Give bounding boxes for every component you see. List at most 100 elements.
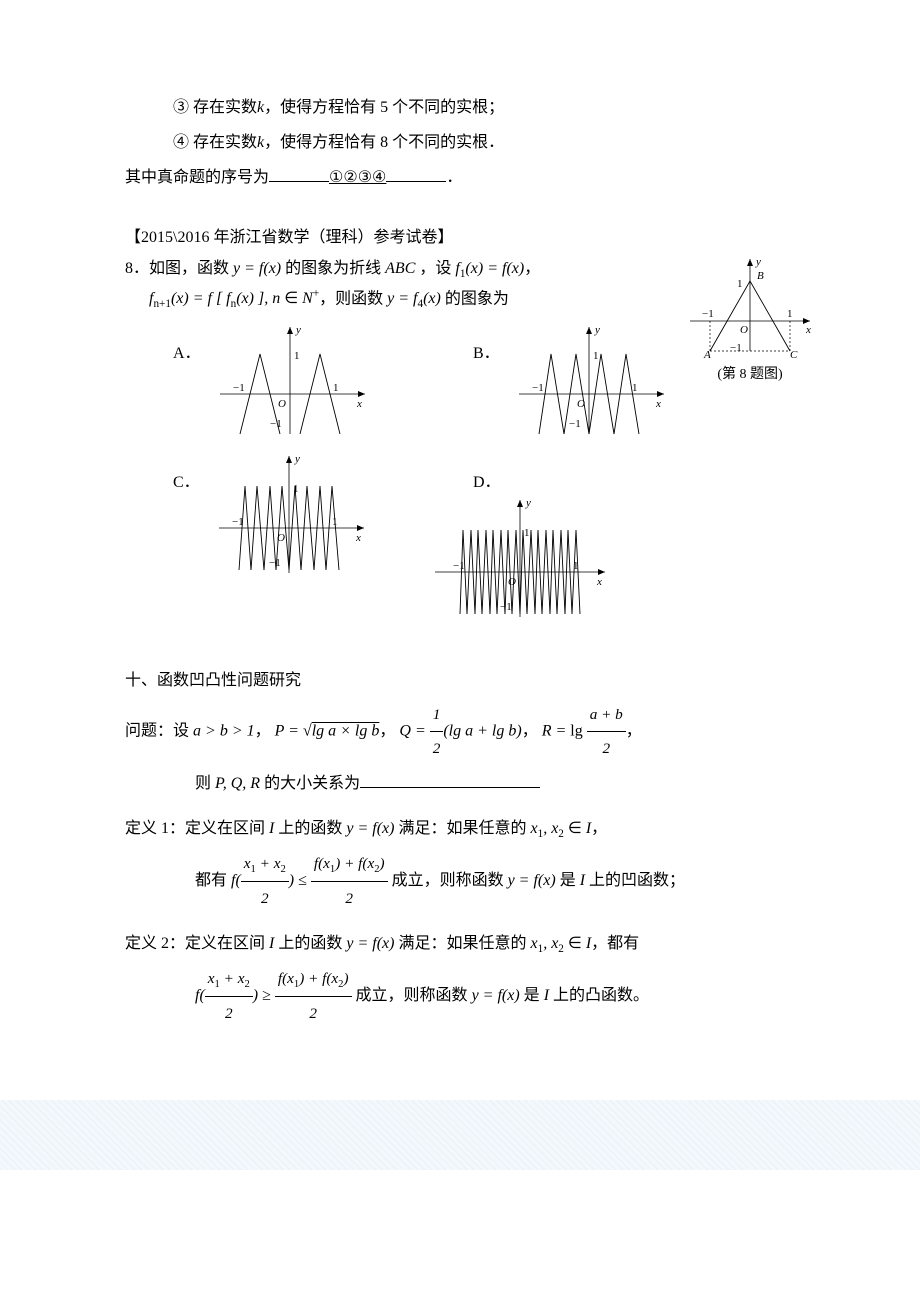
le-sym: ) ≤ (289, 872, 311, 889)
l2-lead: 则 (195, 775, 211, 792)
I2b: I (544, 987, 549, 1004)
def1-line2: 都有 f(x1 + x22) ≤ f(x1) + f(x2)2 成立，则称函数 … (125, 847, 800, 916)
svg-text:1: 1 (573, 560, 579, 572)
graph-B: O −1 1 1 −1 x y (504, 319, 674, 439)
svg-text:−1: −1 (500, 601, 512, 613)
svg-text:−1: −1 (269, 557, 281, 569)
d2-x1x2: x1, x2 ∈ I (530, 935, 591, 952)
option-B: B． O −1 1 1 −1 (425, 319, 685, 444)
svg-text:y: y (295, 324, 301, 336)
d2l2-tail: 是 (520, 987, 540, 1004)
d1-m2: 满足：如果任意的 (398, 820, 526, 837)
Q-body: (lg a + lg b) (443, 723, 521, 740)
c2: ， (379, 723, 395, 740)
q-trail: ， (626, 723, 642, 740)
q8-mid2: ，设 (415, 260, 455, 277)
q-lead: 问题：设 (125, 723, 189, 740)
question-8: 8．如图，函数 y = f(x) 的图象为折线 ABC ，设 f1(x) = f… (125, 255, 800, 627)
svg-text:−1: −1 (233, 382, 245, 394)
svg-text:x: x (356, 398, 362, 410)
answer-value: ①②③④ (329, 169, 386, 186)
svg-text:x: x (655, 398, 661, 410)
q8-abc: ABC (385, 260, 415, 277)
d1-yfx: y = f(x) (346, 820, 394, 837)
svg-text:−1: −1 (453, 560, 465, 572)
d2-yfx: y = f(x) (346, 935, 394, 952)
svg-text:O: O (508, 576, 516, 588)
answer-tail: ． (446, 169, 462, 186)
cond: a > b > 1 (193, 723, 255, 740)
d2-m1: 上的函数 (278, 935, 342, 952)
svg-text:O: O (577, 398, 585, 410)
section-10: 十、函数凹凸性问题研究 问题：设 a > b > 1， P = √lg a × … (125, 663, 800, 1031)
d1l2-lead: 都有 (195, 872, 231, 889)
sec10-title: 十、函数凹凸性问题研究 (125, 663, 800, 698)
stmt4-tail: ，使得方程恰有 8 个不同的实根． (264, 134, 504, 151)
label-A: A． (125, 319, 201, 363)
mid-frac-2: x1 + x22 (205, 962, 253, 1031)
option-C: C． O (125, 448, 385, 627)
d1l2-mid: 成立，则称函数 (392, 872, 508, 889)
svg-text:−1: −1 (232, 516, 244, 528)
side-graph-svg: A B C O −1 1 1 −1 x y (680, 251, 820, 361)
d2-m2: 满足：如果任意的 (398, 935, 526, 952)
options-row-2: C． O (125, 448, 800, 627)
d1l2-yfx: y = f(x) (508, 872, 556, 889)
sec10-question: 问题：设 a > b > 1， P = √lg a × lg b， Q = 12… (125, 698, 800, 766)
svg-text:1: 1 (737, 278, 743, 290)
footer-band (0, 1100, 920, 1170)
statement-4: ④ 存在实数k，使得方程恰有 8 个不同的实根． (125, 125, 800, 160)
svg-text:−1: −1 (702, 308, 714, 320)
svg-text:O: O (740, 324, 748, 336)
ge-sym: ) ≥ (253, 987, 275, 1004)
svg-text:y: y (294, 453, 300, 465)
half-frac: 12 (430, 698, 444, 766)
mid-frac-1: x1 + x22 (241, 847, 289, 916)
svg-text:x: x (596, 576, 602, 588)
d2l2-yfx: y = f(x) (472, 987, 520, 1004)
d1-lead: 定义 1：定义在区间 (125, 820, 265, 837)
svg-text:y: y (755, 256, 761, 268)
stmt4-text: ④ 存在实数 (173, 134, 257, 151)
svg-text:A: A (703, 349, 711, 361)
svg-text:1: 1 (632, 382, 638, 394)
c1: ， (255, 723, 271, 740)
d2-trail: ，都有 (591, 935, 639, 952)
label-B: B． (425, 319, 500, 363)
label-C: C． (125, 448, 200, 492)
pqr: P, Q, R (215, 775, 260, 792)
svg-text:1: 1 (294, 350, 300, 362)
def1-line1: 定义 1：定义在区间 I 上的函数 y = f(x) 满足：如果任意的 x1, … (125, 811, 800, 847)
q8-fn1: fn+1(x) = f [ fn(x) ], n ∈ N+ (149, 290, 319, 307)
d2l2-mid: 成立，则称函数 (356, 987, 472, 1004)
q8-f1: f1(x) = f(x) (455, 260, 524, 277)
P-expr: P = √lg a × lg b (275, 723, 380, 740)
statement-3: ③ 存在实数k，使得方程恰有 5 个不同的实根； (125, 90, 800, 125)
blank-pqr (360, 771, 540, 788)
d1l2-tail: 是 (556, 872, 576, 889)
svg-text:−1: −1 (532, 382, 544, 394)
q8-yf4: y = f4(x) (387, 290, 441, 307)
graph-A: O −1 1 1 −1 x y (205, 319, 375, 439)
d1l2-end: 上的凹函数； (589, 872, 685, 889)
I2: I (269, 935, 274, 952)
l2-tail: 的大小关系为 (264, 775, 360, 792)
svg-text:−1: −1 (730, 342, 742, 354)
q8-mid1: 的图象为折线 (281, 260, 385, 277)
d1-x1x2: x1, x2 ∈ I (530, 820, 591, 837)
svg-text:1: 1 (593, 350, 599, 362)
svg-text:O: O (277, 532, 285, 544)
label-D: D． (425, 448, 501, 492)
R-frac: a + b2 (587, 698, 626, 766)
svg-text:−1: −1 (270, 418, 282, 430)
rhs-frac-1: f(x1) + f(x2)2 (311, 847, 388, 916)
q8-caption: (第 8 题图) (680, 363, 820, 383)
blank-after (386, 165, 446, 182)
svg-text:C: C (790, 349, 798, 361)
q8-line2d: ，则函数 (319, 290, 387, 307)
def2-line1: 定义 2：定义在区间 I 上的函数 y = f(x) 满足：如果任意的 x1, … (125, 926, 800, 962)
svg-text:1: 1 (293, 483, 299, 495)
svg-text:1: 1 (524, 527, 530, 539)
c3: ， (522, 723, 538, 740)
stmt3-text: ③ 存在实数 (173, 99, 257, 116)
